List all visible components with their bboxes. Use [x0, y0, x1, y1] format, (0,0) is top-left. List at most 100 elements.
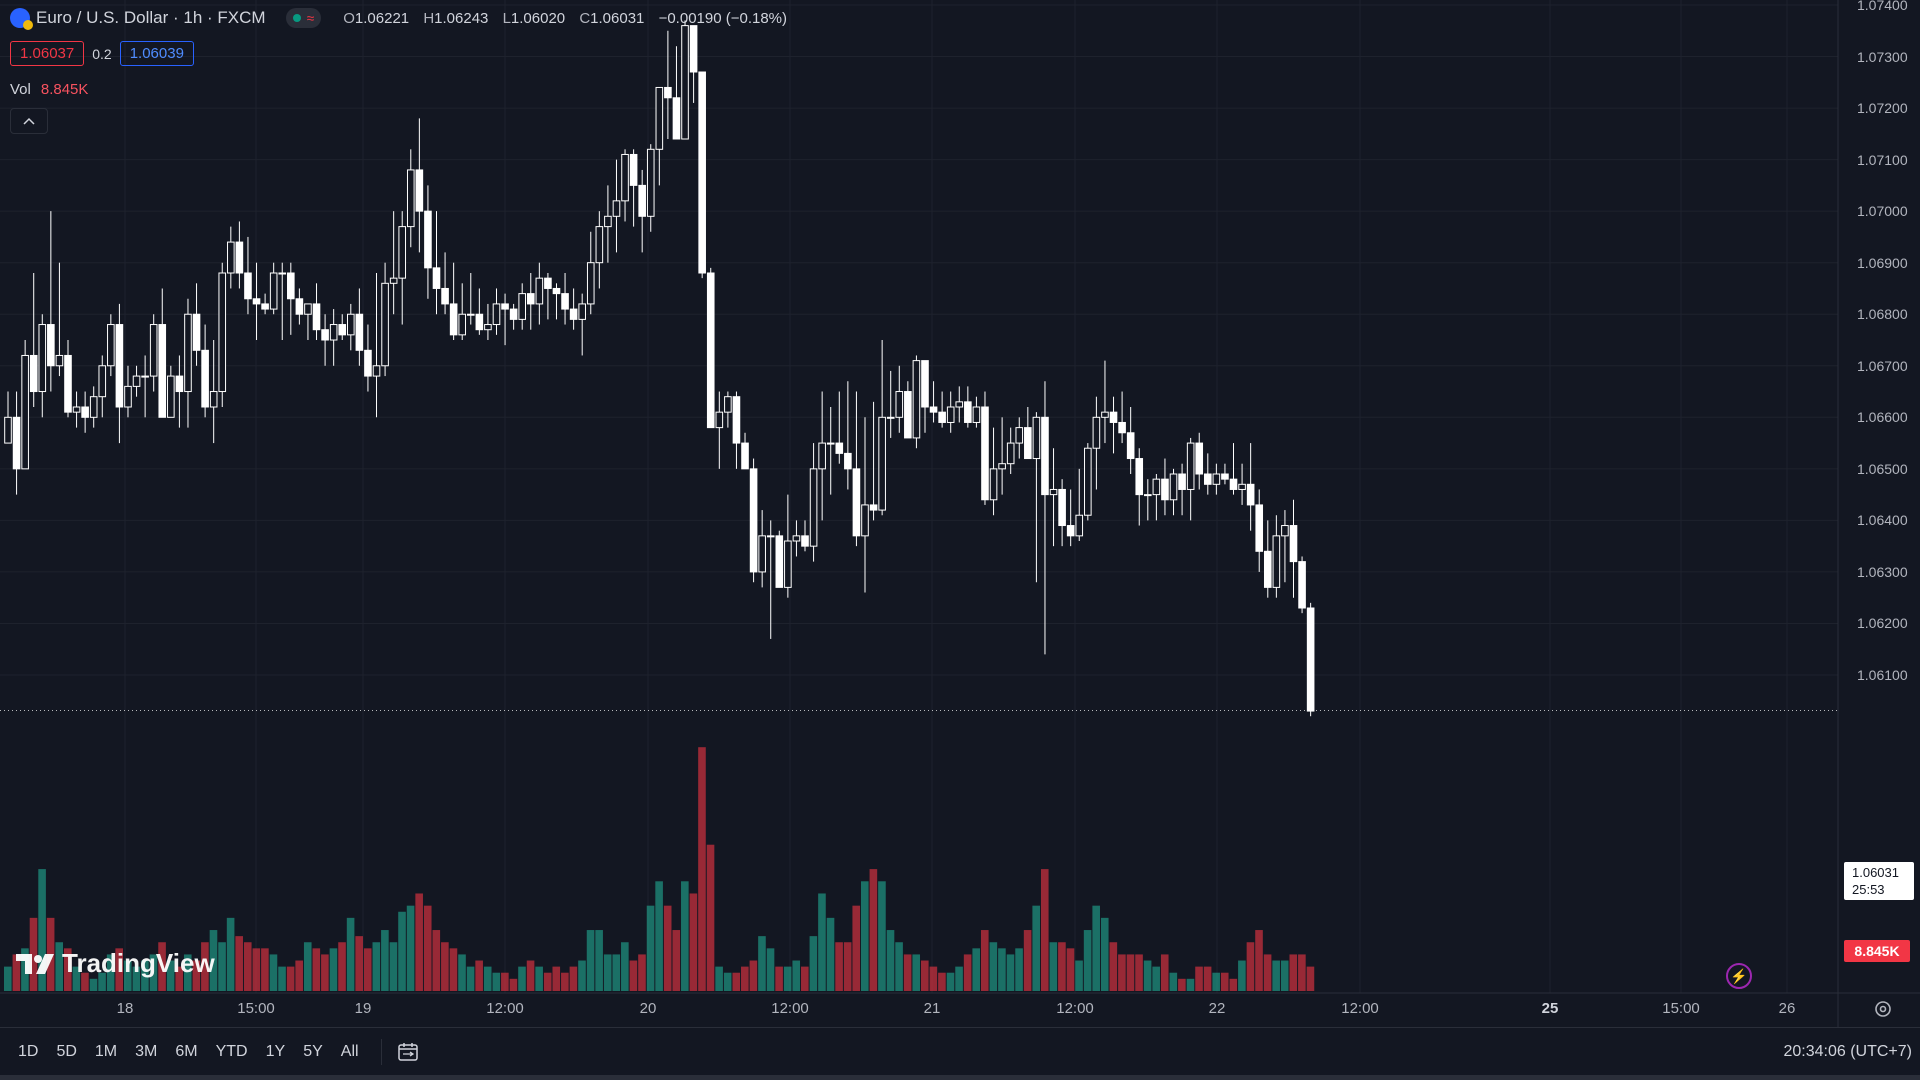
range-6m-button[interactable]: 6M	[175, 1043, 198, 1060]
candle-body-up	[184, 313, 192, 393]
lightning-bolt-icon[interactable]: ⚡	[1726, 963, 1752, 989]
volume-bar	[535, 966, 543, 991]
candle-body-up	[809, 468, 818, 547]
volume-bar	[912, 954, 921, 991]
volume-bar	[321, 954, 329, 991]
ohlc-values: O1.06221 H1.06243 L1.06020 C1.06031 −0.0…	[343, 10, 787, 27]
volume-bar	[775, 966, 783, 991]
chevron-up-icon	[23, 117, 35, 125]
timezone-clock[interactable]: 20:34:06 (UTC+7)	[1783, 1043, 1912, 1060]
candle-body-up	[998, 463, 1006, 470]
candle-body-down	[1263, 550, 1272, 588]
candle-body-up	[492, 303, 501, 326]
range-1y-button[interactable]: 1Y	[265, 1043, 286, 1060]
candle-body-up	[1015, 427, 1024, 444]
volume-bar	[543, 972, 552, 991]
time-axis-label: 21	[923, 1000, 941, 1017]
volume-bar	[295, 960, 303, 991]
volume-bar	[1306, 966, 1315, 991]
volume-bar	[1289, 954, 1298, 991]
time-axis-label: 12:00	[1341, 1000, 1379, 1017]
candle-body-down	[844, 452, 852, 470]
candle-body-down	[1246, 483, 1255, 506]
volume-bar	[1152, 966, 1160, 991]
volume-bar	[398, 911, 406, 991]
range-all-button[interactable]: All	[340, 1043, 359, 1060]
volume-bar	[415, 893, 423, 991]
candle-body-up	[458, 313, 467, 336]
candle-body-up	[381, 282, 389, 367]
volume-bar	[1092, 905, 1100, 991]
range-ytd-button[interactable]: YTD	[215, 1043, 248, 1060]
volume-bar	[338, 942, 346, 991]
collapse-legend-button[interactable]	[10, 108, 48, 134]
volume-bar	[406, 905, 415, 991]
price-axis-label: 1.06900	[1857, 254, 1908, 271]
calendar-range-icon[interactable]	[396, 1040, 420, 1064]
price-axis-label: 1.07400	[1857, 0, 1908, 13]
volume-bar	[783, 966, 792, 991]
volume-bar	[586, 930, 595, 991]
volume-bar	[826, 917, 835, 991]
volume-bar	[1100, 917, 1109, 991]
candle-body-up	[604, 215, 612, 228]
candle-body-up	[98, 365, 107, 398]
volume-bar	[646, 905, 655, 991]
volume-bar	[861, 881, 869, 991]
volume-bar	[1032, 905, 1040, 991]
price-axis-label: 1.06100	[1857, 667, 1908, 683]
candle-body-down	[449, 303, 458, 336]
candle-body-down	[1221, 473, 1229, 480]
volume-bar	[792, 960, 801, 991]
candle-body-up	[1238, 483, 1246, 490]
range-1d-button[interactable]: 1D	[18, 1043, 39, 1060]
change-value: −0.00190 (−0.18%)	[658, 9, 788, 27]
candle-body-down	[1126, 432, 1135, 460]
range-5d-button[interactable]: 5D	[56, 1043, 77, 1060]
candle-body-up	[209, 391, 218, 408]
range-5y-button[interactable]: 5Y	[303, 1043, 323, 1060]
candle-body-up	[167, 375, 175, 418]
price-chart[interactable]	[0, 0, 1920, 1027]
volume-bar	[1143, 960, 1152, 991]
volume-bar	[561, 972, 569, 991]
volume-label[interactable]: Vol	[10, 81, 31, 98]
candle-body-down	[501, 303, 509, 310]
candle-body-down	[1041, 416, 1049, 496]
candle-body-down	[192, 313, 201, 351]
candle-body-down	[321, 329, 329, 341]
candle-body-up	[724, 396, 732, 413]
candle-body-down	[921, 360, 929, 408]
candle-body-down	[47, 324, 55, 367]
buy-price-button[interactable]: 1.06039	[119, 41, 194, 66]
axis-settings-icon[interactable]	[1872, 998, 1894, 1020]
candle-body-down	[312, 303, 321, 331]
volume-bar	[638, 954, 646, 991]
tradingview-watermark[interactable]: TradingView	[14, 948, 215, 979]
volume-bar	[1203, 966, 1212, 991]
candle-body-down	[1109, 411, 1118, 423]
symbol-title[interactable]: Euro / U.S. Dollar · 1h · FXCM	[36, 8, 266, 27]
range-1m-button[interactable]: 1M	[94, 1043, 118, 1060]
volume-bar	[1195, 966, 1203, 991]
candle-body-up	[826, 442, 835, 445]
range-3m-button[interactable]: 3M	[135, 1043, 158, 1060]
candle-body-up	[218, 272, 227, 393]
price-axis-label: 1.06200	[1857, 615, 1908, 632]
candle-body-up	[406, 169, 415, 228]
candle-body-up	[1084, 447, 1092, 516]
candle-body-down	[1161, 478, 1169, 501]
bottom-scroll-strip	[0, 1075, 1920, 1080]
data-delay-icon: ≈	[306, 10, 315, 26]
candle-body-down	[355, 313, 364, 351]
sell-price-button[interactable]: 1.06037	[10, 41, 85, 66]
candle-body-up	[758, 535, 766, 573]
volume-bar	[1040, 869, 1049, 991]
candle-body-down	[475, 313, 484, 331]
volume-bar	[458, 954, 466, 991]
time-axis-label: 15:00	[1662, 1000, 1700, 1017]
volume-bar	[1272, 960, 1280, 991]
market-status-pill[interactable]: ≈	[285, 8, 322, 28]
volume-bar	[1246, 942, 1255, 991]
candle-body-up	[1186, 442, 1195, 490]
